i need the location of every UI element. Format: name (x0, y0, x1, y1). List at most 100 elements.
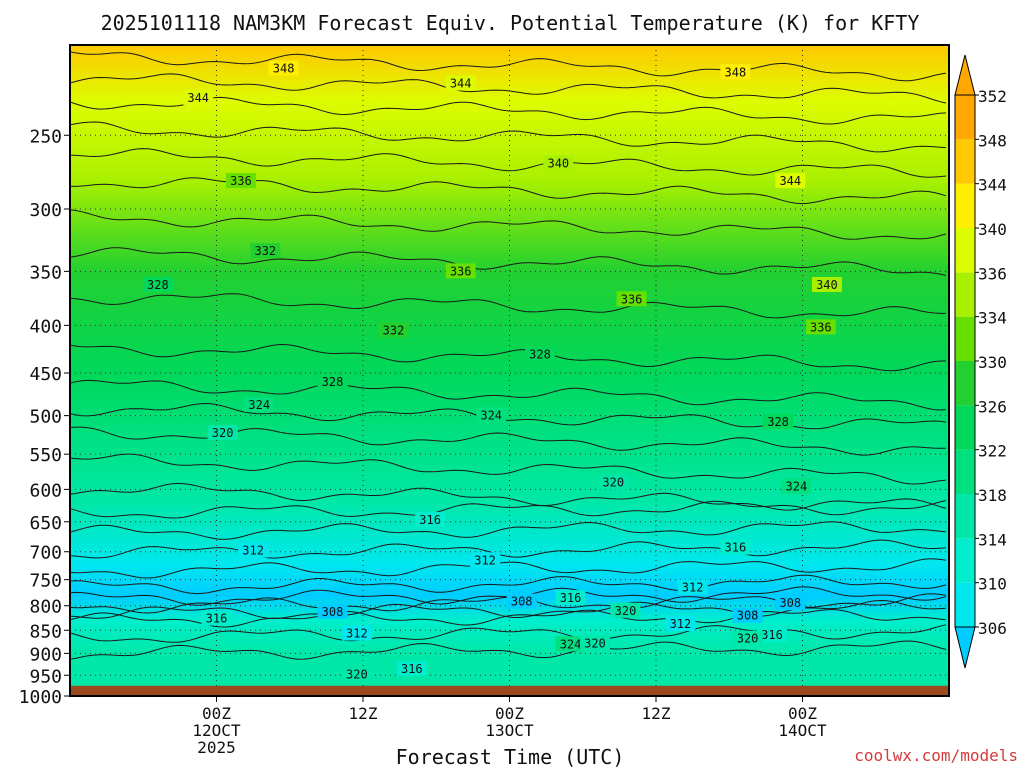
colorbar-swatch (955, 449, 975, 494)
chart-title: 2025101118 NAM3KM Forecast Equiv. Potent… (101, 11, 920, 35)
contour-line (70, 608, 947, 628)
contour-label: 344 (450, 77, 472, 91)
y-tick-label: 950 (29, 666, 62, 687)
contour-label: 308 (737, 609, 759, 623)
x-axis-label: Forecast Time (UTC) (396, 745, 625, 768)
contour-line (70, 96, 947, 125)
contour-label-bg (378, 322, 409, 338)
colorbar-label: 330 (978, 353, 1007, 372)
colorbar: 306 310 314 318 322 326 330 334 336 340 344 348 352 (954, 54, 1007, 669)
colorbar-swatch (955, 95, 975, 140)
colorbar-label: 318 (978, 486, 1007, 505)
x-tick-label: 14OCT (778, 721, 827, 740)
contour-label: 332 (383, 323, 405, 337)
contour-line (70, 574, 947, 595)
contour-label-bg (665, 616, 696, 632)
x-tick-label: 2025 (197, 738, 236, 757)
colorbar-swatch (955, 405, 975, 450)
colorbar-label: 314 (978, 530, 1007, 549)
y-tick-label: 450 (29, 364, 62, 385)
contour-label-bg (268, 60, 299, 76)
colorbar-label: 348 (978, 131, 1007, 150)
colorbar-label: 326 (978, 397, 1007, 416)
contour-label-bg (579, 635, 610, 651)
contour-label-bg (470, 552, 501, 568)
ground-surface (70, 685, 949, 696)
x-tick-label: 12Z (349, 704, 378, 723)
y-tick-label: 650 (29, 513, 62, 534)
contour-line (70, 482, 947, 511)
colorbar-label: 306 (978, 619, 1007, 638)
contour-label-bg (543, 155, 574, 171)
contour-label-bg (445, 75, 476, 91)
y-tick-label: 900 (29, 644, 62, 665)
contour-label-bg (610, 602, 641, 618)
contour-line (70, 624, 947, 643)
colorbar-label: 336 (978, 264, 1007, 283)
y-tick-label: 750 (29, 571, 62, 592)
x-tick-label: 00Z (788, 704, 817, 723)
contour-label: 308 (322, 605, 344, 619)
colorbar-top-arrow (954, 54, 976, 96)
contour-label: 348 (725, 65, 747, 79)
x-tick-label: 12OCT (192, 721, 241, 740)
y-tick-label: 400 (29, 316, 62, 337)
y-tick-label: 1000 (19, 687, 62, 708)
contour-line (70, 247, 947, 276)
contour-label: 336 (621, 292, 643, 306)
y-tick-label: 500 (29, 407, 62, 428)
contour-label-bg (732, 607, 763, 623)
contour-label: 312 (242, 544, 264, 558)
x-tick-label: 12Z (642, 704, 671, 723)
colorbar-label: 340 (978, 220, 1007, 239)
contour-label-bg (396, 660, 427, 676)
colorbar-swatch (955, 361, 975, 406)
contour-label: 312 (670, 617, 692, 631)
contour-line (70, 539, 947, 559)
contour-label: 328 (147, 278, 169, 292)
contour-label: 340 (816, 278, 838, 292)
contour-line (70, 521, 947, 540)
contour-label-bg (720, 64, 751, 80)
contour-label-bg (525, 346, 556, 362)
contour-label: 324 (480, 409, 502, 423)
y-tick-label: 550 (29, 445, 62, 466)
contour-label: 308 (779, 596, 801, 610)
contour-label-bg (720, 539, 751, 555)
contour-label: 316 (725, 541, 747, 555)
contour-label-bg (677, 579, 708, 595)
contour-line (70, 500, 947, 519)
y-tick-label: 250 (29, 126, 62, 147)
colorbar-label: 352 (978, 87, 1007, 106)
y-axis: 2503003504004505005506006507007508008509… (19, 126, 70, 708)
contour-label: 320 (602, 476, 624, 490)
contour-line (70, 343, 946, 372)
contour-label: 344 (779, 174, 801, 188)
contour-label: 328 (322, 375, 344, 389)
contour-label: 328 (767, 415, 789, 429)
contour-label-bg (341, 666, 372, 682)
contour-label-bg (415, 511, 446, 527)
contour-line (70, 51, 947, 82)
x-tick-label: 00Z (202, 704, 231, 723)
y-tick-label: 800 (29, 597, 62, 618)
y-tick-label: 300 (29, 200, 62, 221)
contour-label: 320 (346, 667, 368, 681)
contour-label-bg (244, 396, 275, 412)
contour-label-bg (732, 630, 763, 646)
contour-label-bg (445, 263, 476, 279)
y-tick-label: 600 (29, 480, 62, 501)
contour-line (70, 73, 947, 104)
contour-line (70, 121, 947, 153)
contour-label: 312 (346, 627, 368, 641)
gridlines (70, 45, 949, 696)
contour-label-bg (555, 636, 586, 652)
contour-line (70, 402, 947, 430)
contour-label: 336 (810, 320, 832, 334)
contour-label: 316 (560, 591, 582, 605)
colorbar-swatch (955, 228, 975, 273)
contour-label: 320 (737, 632, 759, 646)
colorbar-swatch (955, 538, 975, 583)
contour-label: 316 (401, 662, 423, 676)
